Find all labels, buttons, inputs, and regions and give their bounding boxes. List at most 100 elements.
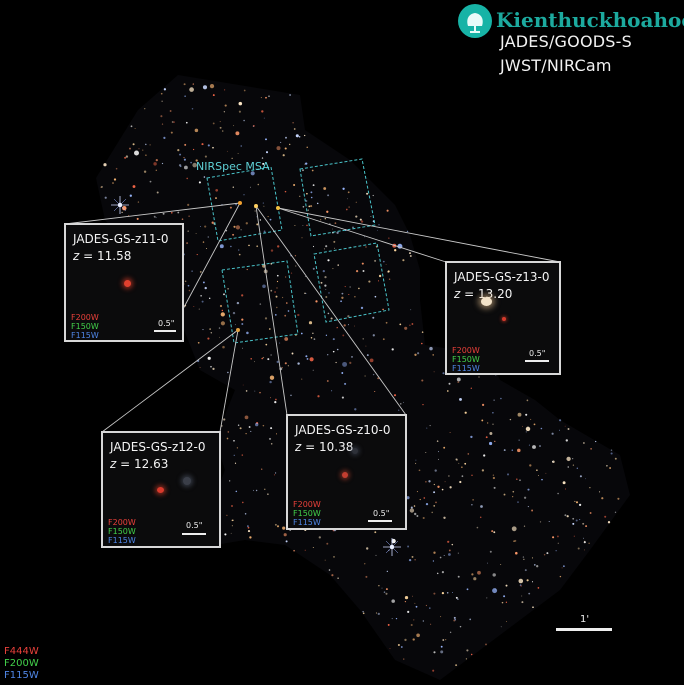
filter-f115w: F115W [452, 364, 480, 373]
field-source [312, 267, 315, 270]
field-source [207, 356, 211, 360]
field-source [197, 341, 200, 344]
field-source [267, 493, 269, 495]
field-source [242, 347, 244, 349]
field-source [202, 281, 205, 284]
field-source [198, 181, 201, 184]
field-source [183, 158, 186, 161]
field-source [341, 296, 344, 299]
field-source [267, 358, 270, 361]
inset-connectors [64, 202, 561, 433]
field-source [433, 371, 435, 373]
watermark-text: Kienthuckhoahoc [496, 8, 684, 32]
field-source [365, 345, 367, 347]
field-source [416, 633, 420, 638]
field-source [247, 530, 251, 533]
field-source [199, 367, 201, 369]
field-source [552, 461, 554, 463]
inset-name: JADES-GS-z13-0 [454, 270, 550, 284]
field-source [481, 419, 484, 422]
field-source [293, 183, 296, 187]
field-source [234, 462, 237, 464]
field-source [399, 323, 402, 326]
field-source [320, 281, 323, 284]
field-source [345, 208, 348, 211]
field-source [486, 562, 489, 564]
field-source [235, 131, 240, 136]
field-source [381, 587, 383, 589]
field-source [589, 512, 592, 514]
field-source [531, 509, 534, 512]
field-source [509, 418, 512, 421]
field-source [187, 230, 189, 232]
field-source [184, 95, 186, 97]
field-source [301, 237, 303, 239]
field-source [227, 287, 229, 290]
field-source [414, 602, 416, 604]
field-source [237, 424, 240, 426]
filter-f200w: F200W [452, 346, 480, 355]
field-source [443, 446, 446, 449]
field-source [438, 451, 439, 453]
inset-jades-gs-z11-0: JADES-GS-z11-0 z = 11.58 F200W F150W F11… [64, 223, 184, 342]
field-source [564, 425, 566, 427]
field-source [245, 432, 247, 435]
field-source [234, 324, 236, 326]
filter-f150w: F150W [293, 509, 321, 518]
field-source [104, 196, 107, 199]
field-source [260, 97, 262, 99]
field-source [397, 643, 400, 647]
field-source [364, 236, 366, 238]
field-source [263, 117, 265, 119]
field-source [516, 478, 518, 481]
field-source [332, 268, 334, 270]
field-source [610, 452, 613, 455]
connector-z10 [255, 205, 407, 416]
field-source [530, 418, 532, 420]
field-source [521, 601, 524, 604]
field-source [362, 338, 364, 340]
field-source [355, 201, 357, 203]
field-source [188, 215, 190, 217]
field-source [276, 360, 279, 364]
field-source [124, 156, 127, 159]
field-source [149, 180, 152, 183]
field-source [143, 170, 147, 173]
field-source [219, 121, 221, 123]
field-source [400, 646, 403, 648]
field-source [487, 422, 489, 424]
inset-redshift: z = 13.20 [454, 287, 513, 301]
field-source [262, 424, 265, 427]
field-source [402, 401, 404, 403]
field-source [533, 423, 536, 426]
field-source [276, 433, 277, 435]
field-source [441, 571, 444, 574]
field-source [184, 280, 187, 283]
field-source [567, 466, 569, 468]
field-source [394, 249, 397, 252]
field-source [177, 211, 180, 214]
field-source [220, 321, 225, 326]
scale-bar [154, 330, 176, 332]
field-source [262, 162, 265, 165]
scale-bar [525, 360, 549, 362]
field-source [307, 209, 309, 211]
field-source [525, 426, 531, 432]
field-source [332, 338, 335, 341]
field-source [416, 491, 418, 493]
field-source [130, 125, 133, 128]
field-source [372, 316, 375, 319]
field-source [265, 343, 268, 346]
field-source [432, 354, 434, 356]
field-source [387, 623, 390, 626]
galaxy-blob [157, 487, 164, 493]
field-source [415, 605, 418, 608]
field-source [477, 570, 481, 575]
field-source [227, 431, 230, 433]
field-source [492, 573, 496, 577]
field-source [505, 601, 508, 603]
field-source [436, 572, 439, 575]
field-source [557, 542, 559, 544]
field-source [377, 229, 378, 231]
field-source [246, 331, 249, 335]
